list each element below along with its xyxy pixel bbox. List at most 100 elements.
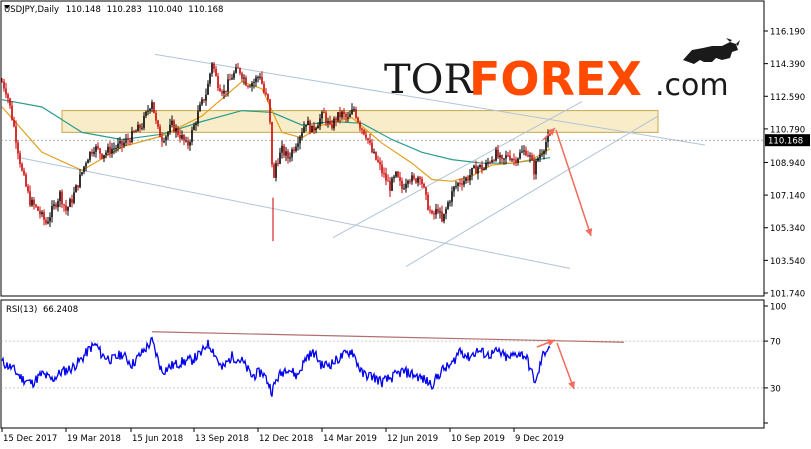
candle-body bbox=[333, 118, 335, 129]
candle-body bbox=[19, 153, 21, 165]
time-axis-label: 19 Mar 2018 bbox=[67, 434, 121, 444]
candle-body bbox=[183, 134, 185, 141]
candle-body bbox=[295, 146, 297, 151]
candle-body bbox=[247, 85, 249, 87]
candle-body bbox=[399, 177, 401, 181]
candle-body bbox=[223, 90, 225, 94]
price-axis-label: 103.540 bbox=[770, 257, 805, 267]
candle-body bbox=[217, 75, 219, 89]
rsi-line bbox=[1, 336, 551, 397]
candle-body bbox=[359, 122, 361, 129]
time-axis-label: 13 Sep 2018 bbox=[195, 434, 249, 444]
candle-body bbox=[383, 173, 385, 175]
candle-body bbox=[321, 112, 323, 119]
candle-body bbox=[307, 120, 309, 126]
candle-body bbox=[547, 134, 549, 143]
candle-body bbox=[175, 127, 177, 132]
rsi-header: RSI(13) 66.2408 bbox=[6, 305, 78, 315]
candle-body bbox=[351, 109, 353, 115]
candle-body bbox=[279, 152, 281, 164]
candle-body bbox=[437, 208, 439, 213]
candle-body bbox=[519, 152, 521, 159]
candle-body bbox=[549, 134, 551, 136]
candle-body bbox=[539, 154, 541, 159]
price-down-arrow-head bbox=[585, 228, 593, 236]
candle-body bbox=[249, 86, 251, 88]
candle-body bbox=[521, 151, 523, 153]
logo-com-text: .com bbox=[655, 68, 729, 103]
candle-body bbox=[379, 161, 381, 165]
candle-body bbox=[181, 134, 183, 139]
candle-body bbox=[161, 136, 163, 142]
candle-body bbox=[83, 166, 85, 173]
candle-body bbox=[133, 131, 135, 133]
candle-body bbox=[149, 108, 151, 111]
candle-body bbox=[433, 213, 435, 215]
candle-body bbox=[513, 159, 515, 161]
candle-body bbox=[277, 163, 279, 165]
candle-body bbox=[35, 204, 37, 207]
candle-body bbox=[221, 91, 223, 94]
candle-body bbox=[501, 155, 503, 160]
candle-body bbox=[177, 127, 179, 135]
candle-body bbox=[479, 164, 481, 168]
candle-body bbox=[7, 94, 9, 99]
candle-body bbox=[537, 158, 539, 161]
candle-body bbox=[281, 145, 283, 153]
candle-body bbox=[165, 136, 167, 142]
candle-body bbox=[29, 191, 31, 206]
candle-body bbox=[413, 175, 415, 179]
candle-body bbox=[31, 199, 33, 206]
candle-body bbox=[261, 76, 263, 84]
candle-body bbox=[543, 150, 545, 155]
price-down-arrow bbox=[555, 129, 592, 237]
candle-body bbox=[493, 160, 495, 162]
candle-body bbox=[285, 151, 287, 156]
candle-body bbox=[401, 180, 403, 189]
price-axis-label: 108.940 bbox=[770, 159, 805, 169]
candle-body bbox=[507, 155, 509, 157]
candle-body bbox=[349, 114, 351, 118]
candle-body bbox=[329, 121, 331, 125]
current-price-label: 110.168 bbox=[768, 137, 803, 147]
candle-body bbox=[11, 105, 13, 120]
candle-body bbox=[275, 163, 277, 178]
candle-body bbox=[389, 181, 391, 191]
rsi-up-arrow-head bbox=[547, 339, 555, 346]
rising-channel-upper-line bbox=[332, 101, 583, 238]
price-plot bbox=[1, 53, 764, 269]
candle-body bbox=[489, 162, 491, 164]
candle-body bbox=[427, 194, 429, 210]
candle-body bbox=[363, 129, 365, 135]
candle-body bbox=[123, 142, 125, 146]
candle-body bbox=[5, 88, 7, 95]
candle-body bbox=[545, 142, 547, 151]
candle-body bbox=[369, 140, 371, 143]
dropdown-triangle-icon[interactable] bbox=[4, 5, 10, 9]
candle-body bbox=[323, 112, 325, 114]
candle-body bbox=[169, 124, 171, 133]
candle-body bbox=[129, 140, 131, 143]
candle-body bbox=[475, 165, 477, 174]
channel-lower-line bbox=[19, 157, 571, 269]
candle-body bbox=[301, 132, 303, 137]
candle-body bbox=[355, 109, 357, 118]
candle-body bbox=[403, 188, 405, 190]
candle-body bbox=[375, 151, 377, 160]
candle-body bbox=[449, 201, 451, 203]
candle-body bbox=[101, 153, 103, 159]
candle-body bbox=[107, 146, 109, 153]
price-axis-label: 107.140 bbox=[770, 192, 805, 202]
price-axis-label: 110.790 bbox=[770, 125, 805, 135]
candle-body bbox=[211, 63, 213, 74]
candle-body bbox=[325, 112, 327, 123]
candle-body bbox=[317, 125, 319, 129]
candle-body bbox=[47, 221, 49, 224]
candle-body bbox=[37, 206, 39, 211]
candle-body bbox=[471, 167, 473, 175]
time-axis-label: 10 Sep 2019 bbox=[451, 434, 505, 444]
candle-body bbox=[287, 151, 289, 159]
candle-body bbox=[417, 177, 419, 183]
candle-body bbox=[263, 83, 265, 93]
candle-body bbox=[81, 172, 83, 175]
